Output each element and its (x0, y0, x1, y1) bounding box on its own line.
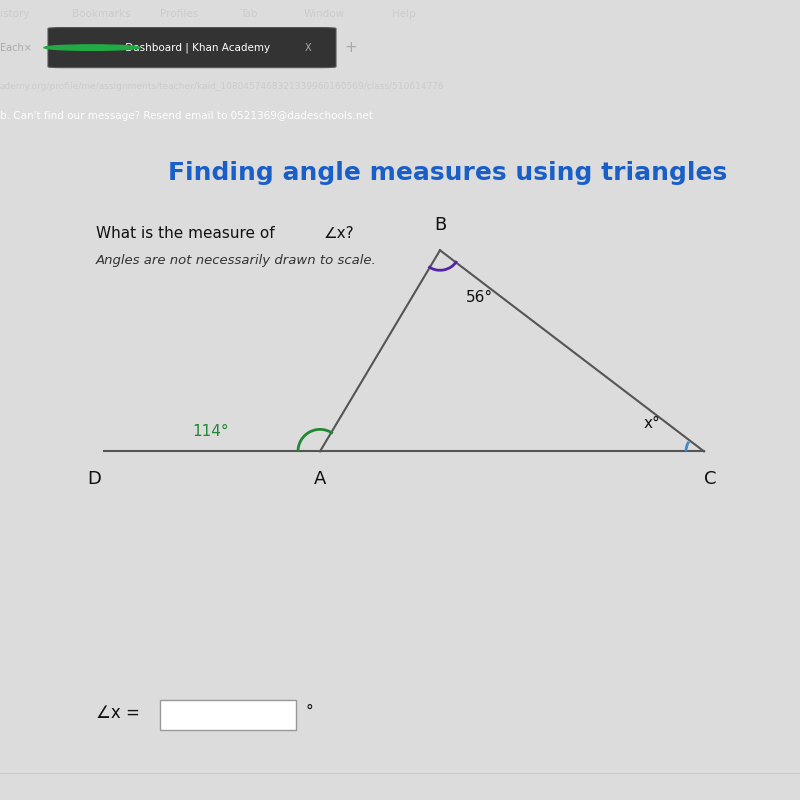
Circle shape (44, 45, 140, 50)
Text: Window: Window (304, 9, 345, 18)
Text: Profiles: Profiles (160, 9, 198, 18)
Text: A: A (314, 470, 326, 488)
Text: Bookmarks: Bookmarks (72, 9, 130, 18)
Text: • Dashboard | Khan Academy: • Dashboard | Khan Academy (116, 42, 270, 53)
Text: B: B (434, 215, 446, 234)
Text: What is the measure of: What is the measure of (96, 226, 279, 241)
Text: °: ° (306, 704, 314, 719)
Text: x°: x° (644, 416, 661, 430)
Text: Finding angle measures using triangles: Finding angle measures using triangles (168, 161, 728, 185)
Text: 114°: 114° (192, 424, 229, 438)
Text: Help: Help (392, 9, 416, 18)
Text: Tab: Tab (240, 9, 258, 18)
FancyBboxPatch shape (48, 27, 336, 68)
Text: 56°: 56° (466, 290, 493, 305)
Text: Angles are not necessarily drawn to scale.: Angles are not necessarily drawn to scal… (96, 254, 377, 267)
Text: C: C (704, 470, 717, 488)
Text: b. Can't find our message? Resend email to 0521369@dadeschools.net: b. Can't find our message? Resend email … (0, 111, 373, 122)
FancyBboxPatch shape (160, 700, 296, 730)
Text: D: D (87, 470, 102, 488)
Text: ∠x =: ∠x = (96, 704, 140, 722)
Text: ademy.org/profile/me/assignments/teacher/kaid_1080457468321339960160569/class/51: ademy.org/profile/me/assignments/teacher… (0, 82, 445, 91)
Text: X: X (305, 42, 311, 53)
Text: Each×: Each× (0, 42, 32, 53)
Text: +: + (344, 40, 357, 55)
Text: ∠x?: ∠x? (324, 226, 354, 241)
Text: istory: istory (0, 9, 30, 18)
